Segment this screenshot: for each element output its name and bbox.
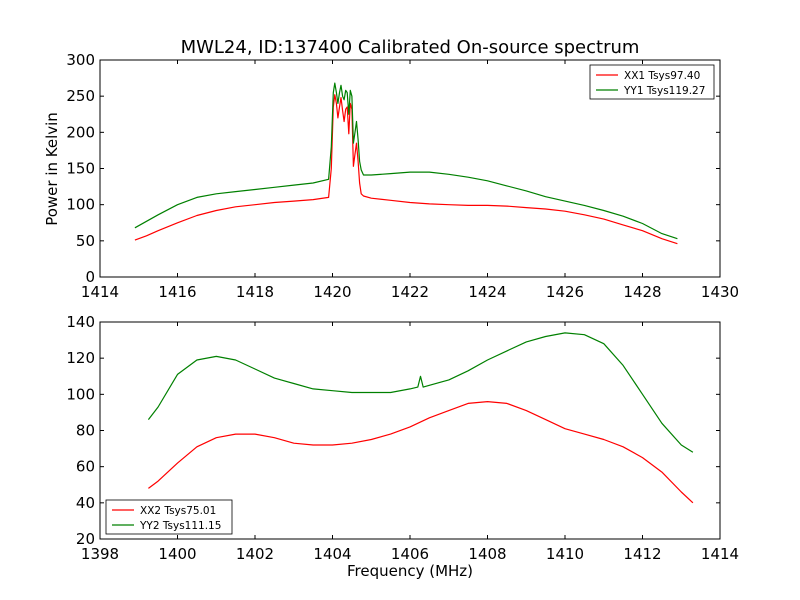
top-plot: MWL24, ID:137400 Calibrated On-source sp… (43, 37, 739, 301)
x-tick-label: 1414 (701, 545, 739, 563)
x-tick-label: 1398 (81, 545, 119, 563)
y-tick-label: 250 (66, 87, 95, 105)
x-tick-label: 1412 (623, 545, 661, 563)
top-ticks: 1414 1416 1418 1420 1422 1424 1426 1428 1430 0 50 1… (66, 51, 739, 301)
y-tick-label: 200 (66, 123, 95, 141)
legend-label: XX2 Tsys75.01 (140, 505, 216, 517)
y-tick-label: 80 (76, 422, 95, 440)
x-tick-label: 1422 (391, 283, 429, 301)
legend-label: YY2 Tsys111.15 (139, 520, 221, 532)
y-tick-label: 60 (76, 458, 95, 476)
y-tick-label: 140 (66, 313, 95, 331)
bottom-plot-frame (99, 321, 721, 540)
top-series-lines (134, 82, 678, 245)
series-line (134, 94, 678, 245)
y-tick-label: 150 (66, 160, 95, 178)
legend-box (105, 499, 233, 535)
y-tick-label: 20 (76, 530, 95, 548)
y-tick-label: 100 (66, 196, 95, 214)
bottom-ticks: 1398 1400 1402 1404 1406 1408 1410 1412 1414 20 40… (66, 313, 739, 563)
x-tick-label: 1408 (468, 545, 506, 563)
legend-label: YY1 Tsys119.27 (623, 85, 705, 97)
y-tick-label: 100 (66, 385, 95, 403)
x-tick-label: 1418 (236, 283, 274, 301)
x-tick-label: 1424 (468, 283, 506, 301)
x-tick-label: 1428 (623, 283, 661, 301)
bottom-series-lines (147, 332, 694, 504)
x-tick-label: 1416 (158, 283, 196, 301)
y-tick-label: 300 (66, 51, 95, 69)
y-tick-label: 120 (66, 349, 95, 367)
top-y-axis-label: Power in Kelvin (43, 112, 61, 226)
x-tick-label: 1404 (313, 545, 351, 563)
x-tick-label: 1410 (546, 545, 584, 563)
top-plot-frame (99, 59, 721, 278)
chart-title: MWL24, ID:137400 Calibrated On-source sp… (181, 37, 640, 58)
series-line (148, 401, 694, 504)
x-tick-label: 1400 (158, 545, 196, 563)
bottom-legend: XX2 Tsys75.01 YY2 Tsys111.15 (105, 499, 233, 535)
x-tick-label: 1414 (81, 283, 119, 301)
bottom-x-axis-label: Frequency (MHz) (347, 562, 473, 580)
legend-label: XX1 Tsys97.40 (624, 70, 700, 82)
series-line (134, 82, 678, 240)
x-tick-label: 1406 (391, 545, 429, 563)
x-tick-label: 1426 (546, 283, 584, 301)
series-line (147, 332, 694, 453)
y-tick-label: 0 (85, 268, 95, 286)
x-tick-label: 1420 (313, 283, 351, 301)
x-tick-label: 1402 (236, 545, 274, 563)
top-legend: XX1 Tsys97.40 YY1 Tsys119.27 (589, 64, 715, 100)
x-tick-label: 1430 (701, 283, 739, 301)
bottom-plot: Frequency (MHz) 1398 1400 1402 1404 1406 1408… (66, 313, 739, 580)
y-tick-label: 40 (76, 494, 95, 512)
y-tick-label: 50 (76, 232, 95, 250)
legend-box (589, 64, 715, 100)
